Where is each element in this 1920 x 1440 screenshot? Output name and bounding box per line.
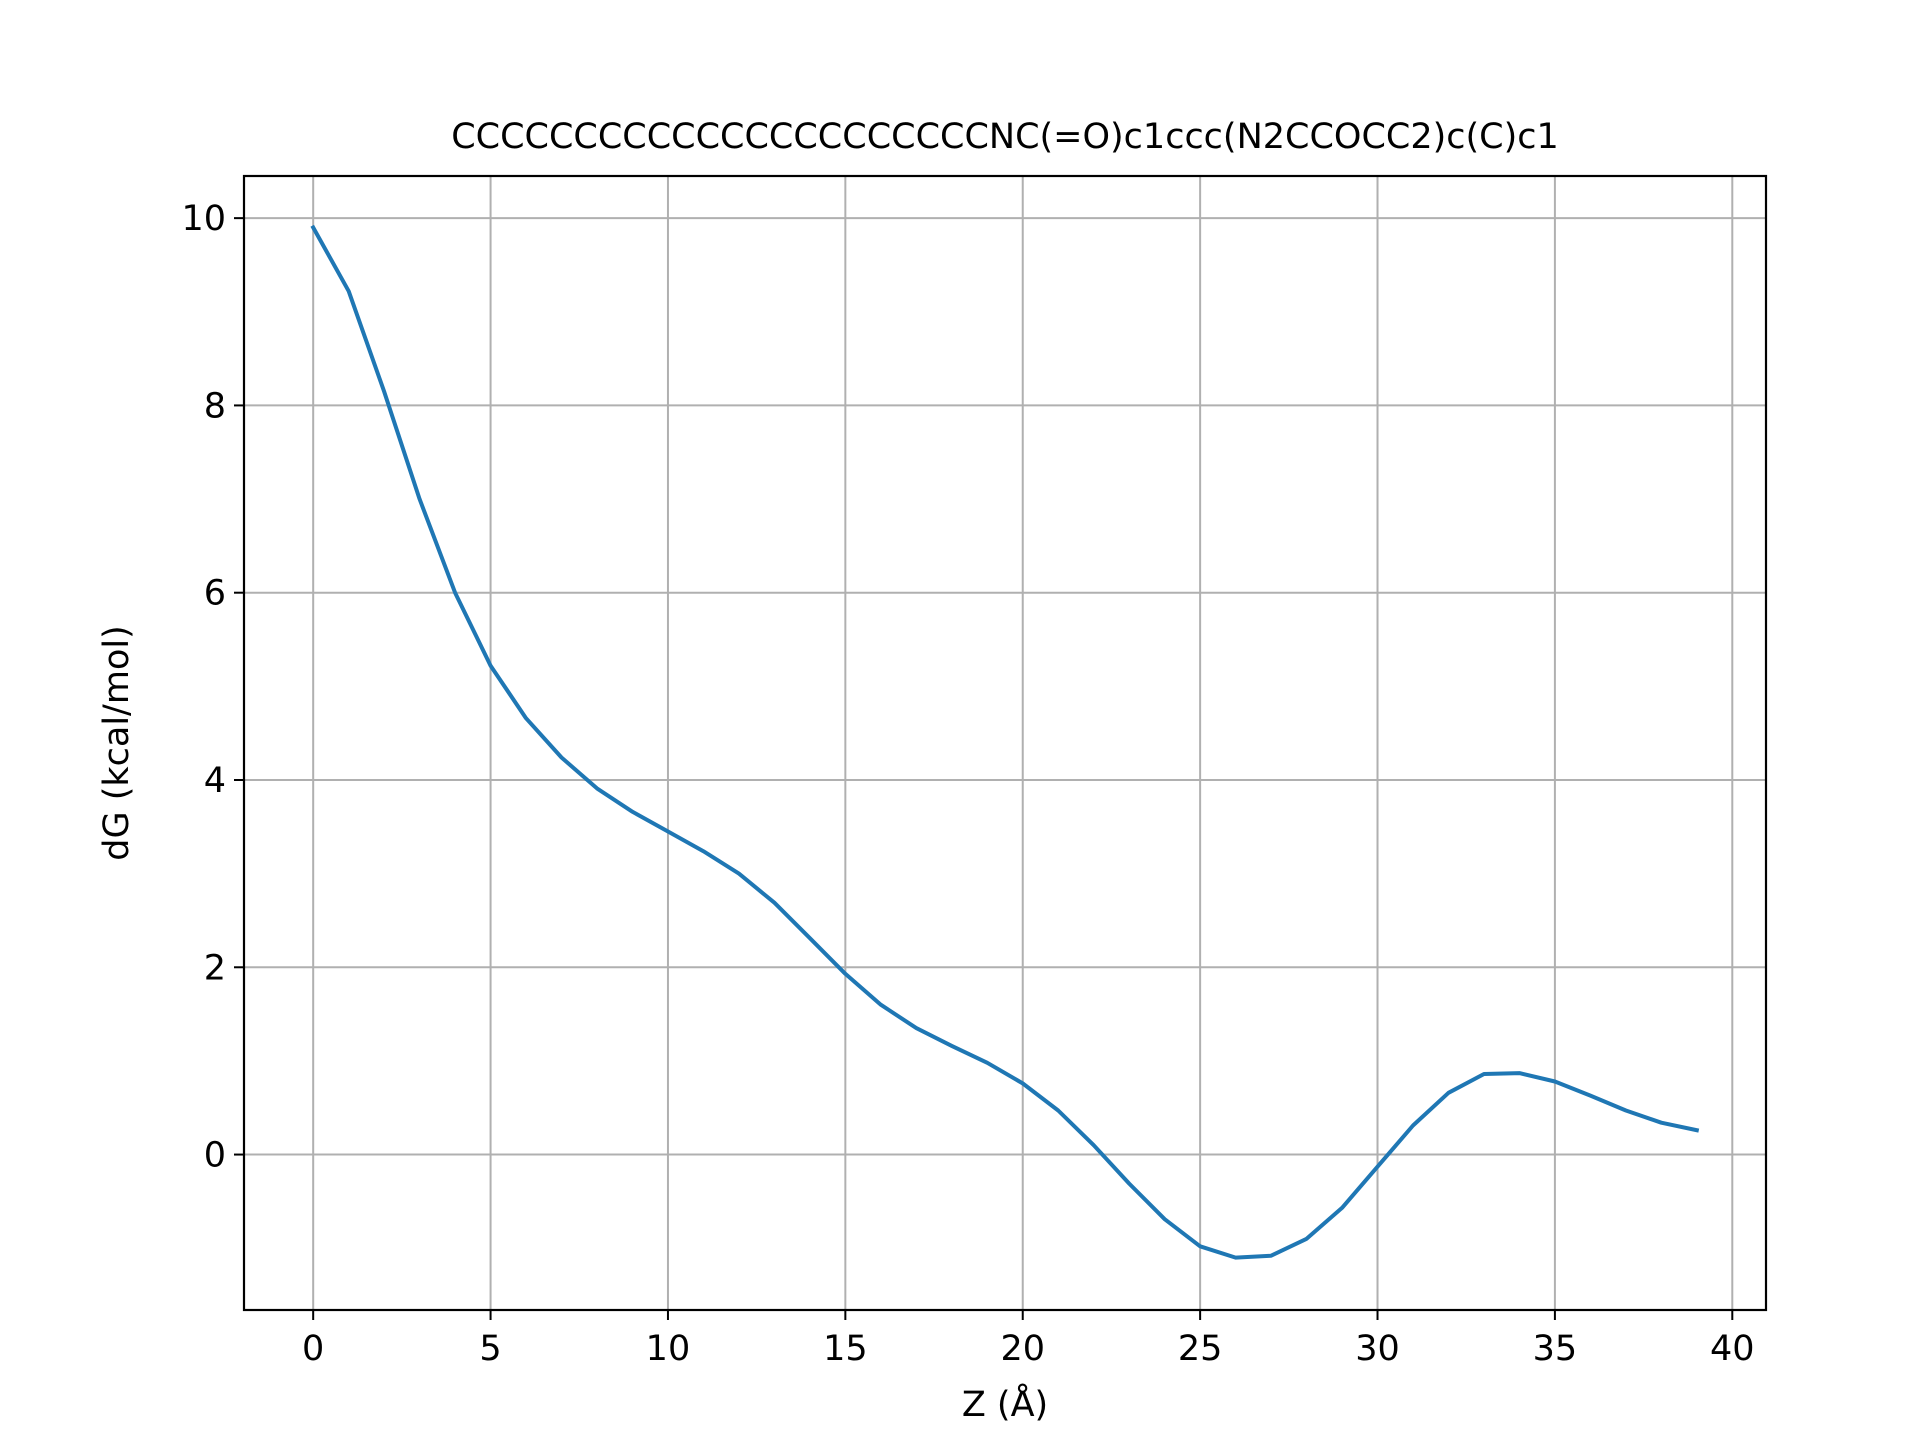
x-tick-label: 0: [302, 1329, 324, 1369]
y-tick-label: 2: [204, 948, 226, 988]
x-tick-label: 35: [1533, 1329, 1578, 1369]
y-tick-label: 10: [181, 199, 226, 239]
x-tick-label: 40: [1710, 1329, 1755, 1369]
y-axis-label: dG (kcal/mol): [97, 625, 137, 860]
ticks: [234, 217, 1734, 1320]
x-tick-label: 30: [1355, 1329, 1400, 1369]
x-tick-label: 15: [823, 1329, 868, 1369]
x-axis-label: Z (Å): [962, 1382, 1048, 1425]
plot-frame: [242, 174, 1768, 1312]
x-tick-label: 20: [1000, 1329, 1045, 1369]
y-tick-label: 4: [204, 761, 226, 801]
tick-labels: 0 5 10 15 20 25 30 35 40 0 2 4 6 8 10: [181, 199, 1754, 1369]
series-line: [310, 224, 1700, 1260]
x-tick-label: 25: [1178, 1329, 1223, 1369]
x-tick-label: 5: [479, 1329, 501, 1369]
chart-title: CCCCCCCCCCCCCCCCCCCCCCNC(=O)c1ccc(N2CCOC…: [451, 117, 1559, 157]
y-tick-label: 0: [204, 1136, 226, 1176]
y-tick-label: 8: [204, 386, 226, 426]
series-layer: [310, 224, 1700, 1260]
y-tick-label: 6: [204, 574, 226, 614]
grid: [244, 176, 1766, 1310]
x-tick-label: 10: [646, 1329, 691, 1369]
